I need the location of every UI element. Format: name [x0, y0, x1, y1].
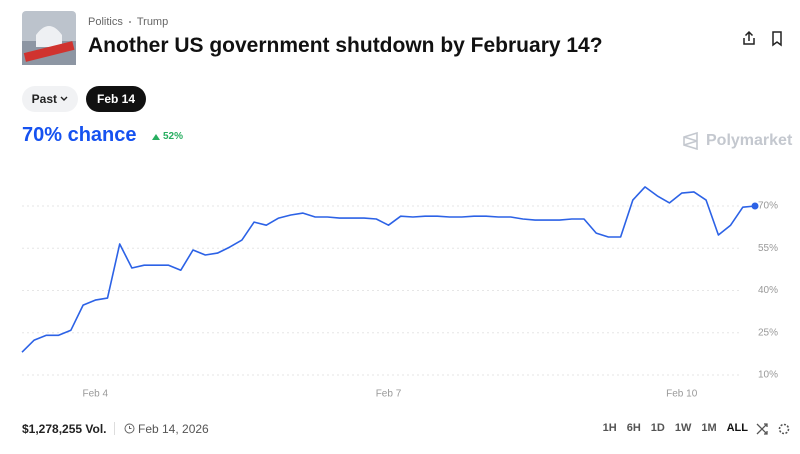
y-tick-label: 55% — [758, 243, 778, 254]
price-line — [21, 186, 756, 353]
chart-tools — [756, 423, 790, 435]
past-button[interactable]: Past — [22, 86, 78, 112]
y-tick-label: 40% — [758, 285, 778, 296]
market-title: Another US government shutdown by Februa… — [88, 34, 603, 57]
x-tick-label: Feb 4 — [83, 389, 109, 400]
brand: Polymarket — [706, 132, 793, 149]
clock-icon — [124, 423, 135, 434]
range-button[interactable]: 1W — [674, 422, 692, 434]
share-icon[interactable] — [743, 30, 755, 45]
bookmark-icon[interactable] — [772, 31, 782, 47]
x-tick-label: Feb 7 — [376, 389, 402, 400]
current-point — [751, 202, 759, 210]
y-tick-label: 70% — [758, 201, 778, 212]
label: Past — [31, 92, 57, 106]
divider — [114, 422, 115, 435]
range-button[interactable]: 1H — [602, 422, 617, 434]
range-button[interactable]: 6H — [626, 422, 641, 434]
tag[interactable]: Trump — [136, 16, 169, 28]
actions — [743, 30, 782, 47]
x-tick-label: Feb 10 — [666, 389, 698, 400]
range-button[interactable]: ALL — [726, 422, 748, 434]
change-value: 52% — [163, 131, 184, 142]
y-tick-label: 25% — [758, 327, 778, 338]
tags: Politics Trump — [88, 16, 168, 28]
separator — [128, 21, 131, 23]
thumbnail — [22, 11, 76, 65]
range-button[interactable]: 1D — [650, 422, 665, 434]
y-tick-label: 10% — [758, 370, 778, 381]
brand-logo — [683, 132, 698, 150]
end-date: Feb 14, 2026 — [138, 422, 209, 436]
range-button[interactable]: 1M — [701, 422, 717, 434]
up-arrow — [152, 133, 160, 140]
volume: $1,278,255 Vol. — [22, 422, 107, 436]
settings-icon[interactable] — [778, 423, 790, 435]
tag[interactable]: Politics — [88, 16, 123, 28]
date-button[interactable]: Feb 14 — [86, 86, 146, 112]
chevron — [60, 96, 68, 101]
range-buttons: 1H 6H 1D 1W 1M ALL — [603, 422, 748, 434]
chance: 70% chance — [22, 124, 137, 146]
swap-icon[interactable] — [756, 423, 768, 435]
change: 52% — [152, 131, 183, 142]
